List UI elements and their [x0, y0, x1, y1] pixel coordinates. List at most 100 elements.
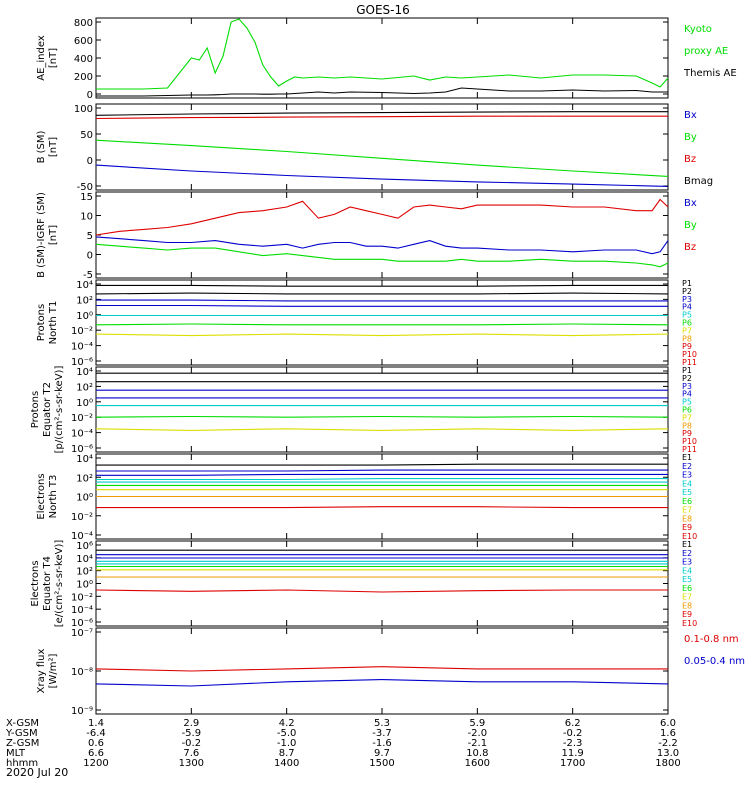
series-kyoto-proxy-ae — [96, 18, 669, 90]
series-themis-ae — [96, 87, 668, 97]
legend-entry: E7 — [682, 506, 692, 515]
series-bmag — [95, 111, 668, 116]
legend-entry: P8 — [682, 421, 692, 430]
legend-entry: P6 — [682, 319, 692, 328]
legend-entry: By — [684, 132, 697, 143]
series-e2 — [96, 469, 668, 472]
y-tick-label: 10⁻⁴ — [71, 429, 93, 440]
y-tick-label: 10⁻² — [71, 512, 93, 523]
legend-entry: P2 — [682, 287, 692, 296]
y-tick-label: 10⁻⁷ — [71, 628, 93, 639]
legend-entry: proxy AE — [684, 46, 728, 57]
y-tick-label: 10 — [80, 212, 93, 223]
y-tick-label: 0 — [87, 251, 93, 262]
legend-entry: P9 — [682, 342, 692, 351]
series-p4 — [96, 304, 668, 307]
legend-entry: P3 — [682, 295, 692, 304]
y-axis-label: B (SM) — [36, 130, 47, 163]
axis-row-value: 11.9 — [562, 748, 584, 759]
y-tick-label: 600 — [74, 36, 93, 47]
legend-entry: P9 — [682, 429, 692, 438]
y-axis-label: North T3 — [48, 475, 59, 519]
axis-row-value: 1500 — [369, 758, 394, 769]
legend-entry: E9 — [682, 523, 692, 532]
legend-entry: E8 — [682, 601, 692, 610]
series-e3 — [96, 473, 668, 476]
y-axis-label: Equator T2 — [42, 382, 53, 437]
series-p3 — [96, 299, 668, 302]
axis-row-label: Z-GSM — [6, 738, 39, 749]
series-0-05-0-4-nm — [95, 679, 669, 687]
legend-entry: E8 — [682, 514, 692, 523]
legend-entry: P7 — [682, 326, 692, 335]
legend-entry: E6 — [682, 584, 692, 593]
legend-entry: E4 — [682, 566, 692, 575]
legend-entry: E10 — [682, 619, 697, 628]
legend-entry: P2 — [682, 374, 692, 383]
axis-row-value: 6.2 — [565, 718, 581, 729]
y-tick-label: 10⁻⁴ — [71, 605, 93, 616]
series-by — [95, 243, 669, 268]
y-tick-label: 10⁴ — [76, 280, 93, 291]
y-tick-label: 10² — [76, 382, 93, 393]
y-tick-label: 50 — [80, 130, 93, 141]
series-e4 — [96, 478, 668, 481]
axis-row-value: 6.0 — [660, 718, 676, 729]
legend-entry: E9 — [682, 610, 692, 619]
axis-row-value: 5.9 — [469, 718, 485, 729]
series-by — [95, 139, 669, 177]
y-axis-label: North T1 — [48, 301, 59, 345]
panel-8: 10⁻⁷ 10⁻⁸ 10⁻⁹ Xray flux [W/m²] 0.1-0.8 nm 0.0… — [36, 627, 745, 717]
axis-row-value: 9.7 — [374, 748, 390, 759]
axis-row-value: 1200 — [83, 758, 108, 769]
axis-row-value: 1800 — [655, 758, 680, 769]
y-axis-label: [nT] — [48, 48, 59, 68]
axis-row-value: 10.8 — [466, 748, 488, 759]
y-tick-label: 10⁴ — [76, 454, 93, 465]
axis-row-label: MLT — [6, 748, 26, 759]
legend-entry: E5 — [682, 575, 692, 584]
panel-6: 10⁴ 10² 10⁰ 10⁻² 10⁻⁴ Electrons North T3 E1E2E3… — [36, 453, 697, 542]
y-tick-label: 10² — [76, 567, 93, 578]
axis-row-value: 1600 — [465, 758, 490, 769]
legend-entry: E1 — [682, 540, 692, 549]
axis-row-value: 5.3 — [374, 718, 390, 729]
plot-title: GOES-16 — [356, 3, 410, 17]
series-p2 — [95, 292, 669, 295]
legend-entry: E4 — [682, 479, 692, 488]
series-bx — [95, 236, 669, 255]
axis-row-value: 0.6 — [88, 738, 104, 749]
series-e9 — [95, 589, 668, 593]
series-e9 — [96, 506, 668, 509]
legend-entry: P4 — [682, 303, 692, 312]
y-tick-label: -50 — [77, 182, 93, 193]
legend-entry: E2 — [682, 549, 692, 558]
axis-row-value: -6.4 — [86, 728, 106, 739]
y-axis-label: AE_index — [36, 35, 47, 81]
panel-frame — [95, 540, 669, 627]
axis-row-label: hhmm — [6, 758, 38, 769]
axis-row-value: 2.9 — [183, 718, 199, 729]
legend-entry: P5 — [682, 398, 692, 407]
axis-row-value: -2.2 — [658, 738, 678, 749]
axis-row-value: 1700 — [560, 758, 585, 769]
axis-row-label: X-GSM — [6, 718, 39, 729]
y-tick-label: 5 — [87, 231, 93, 242]
legend-entry: Bz — [684, 242, 696, 253]
y-axis-label: [nT] — [48, 225, 59, 245]
y-tick-label: 200 — [74, 72, 93, 83]
axis-row-value: -1.0 — [277, 738, 297, 749]
y-tick-label: 10⁻² — [71, 592, 93, 603]
y-tick-label: 10⁻⁶ — [71, 357, 93, 368]
series-bz — [95, 198, 669, 236]
axis-row-value: 1300 — [179, 758, 204, 769]
series-p7 — [95, 428, 669, 431]
legend-entry: P8 — [682, 334, 692, 343]
legend-entry: E7 — [682, 593, 692, 602]
legend-entry: P1 — [682, 366, 692, 375]
y-axis-label: [nT] — [48, 137, 59, 157]
axis-row-value: -2.3 — [563, 738, 583, 749]
panel-5: 10⁴ 10² 10⁰ 10⁻² 10⁻⁴ 10⁻⁶ Protons Equator T2 [p… — [30, 366, 697, 455]
legend-entry: By — [684, 220, 697, 231]
